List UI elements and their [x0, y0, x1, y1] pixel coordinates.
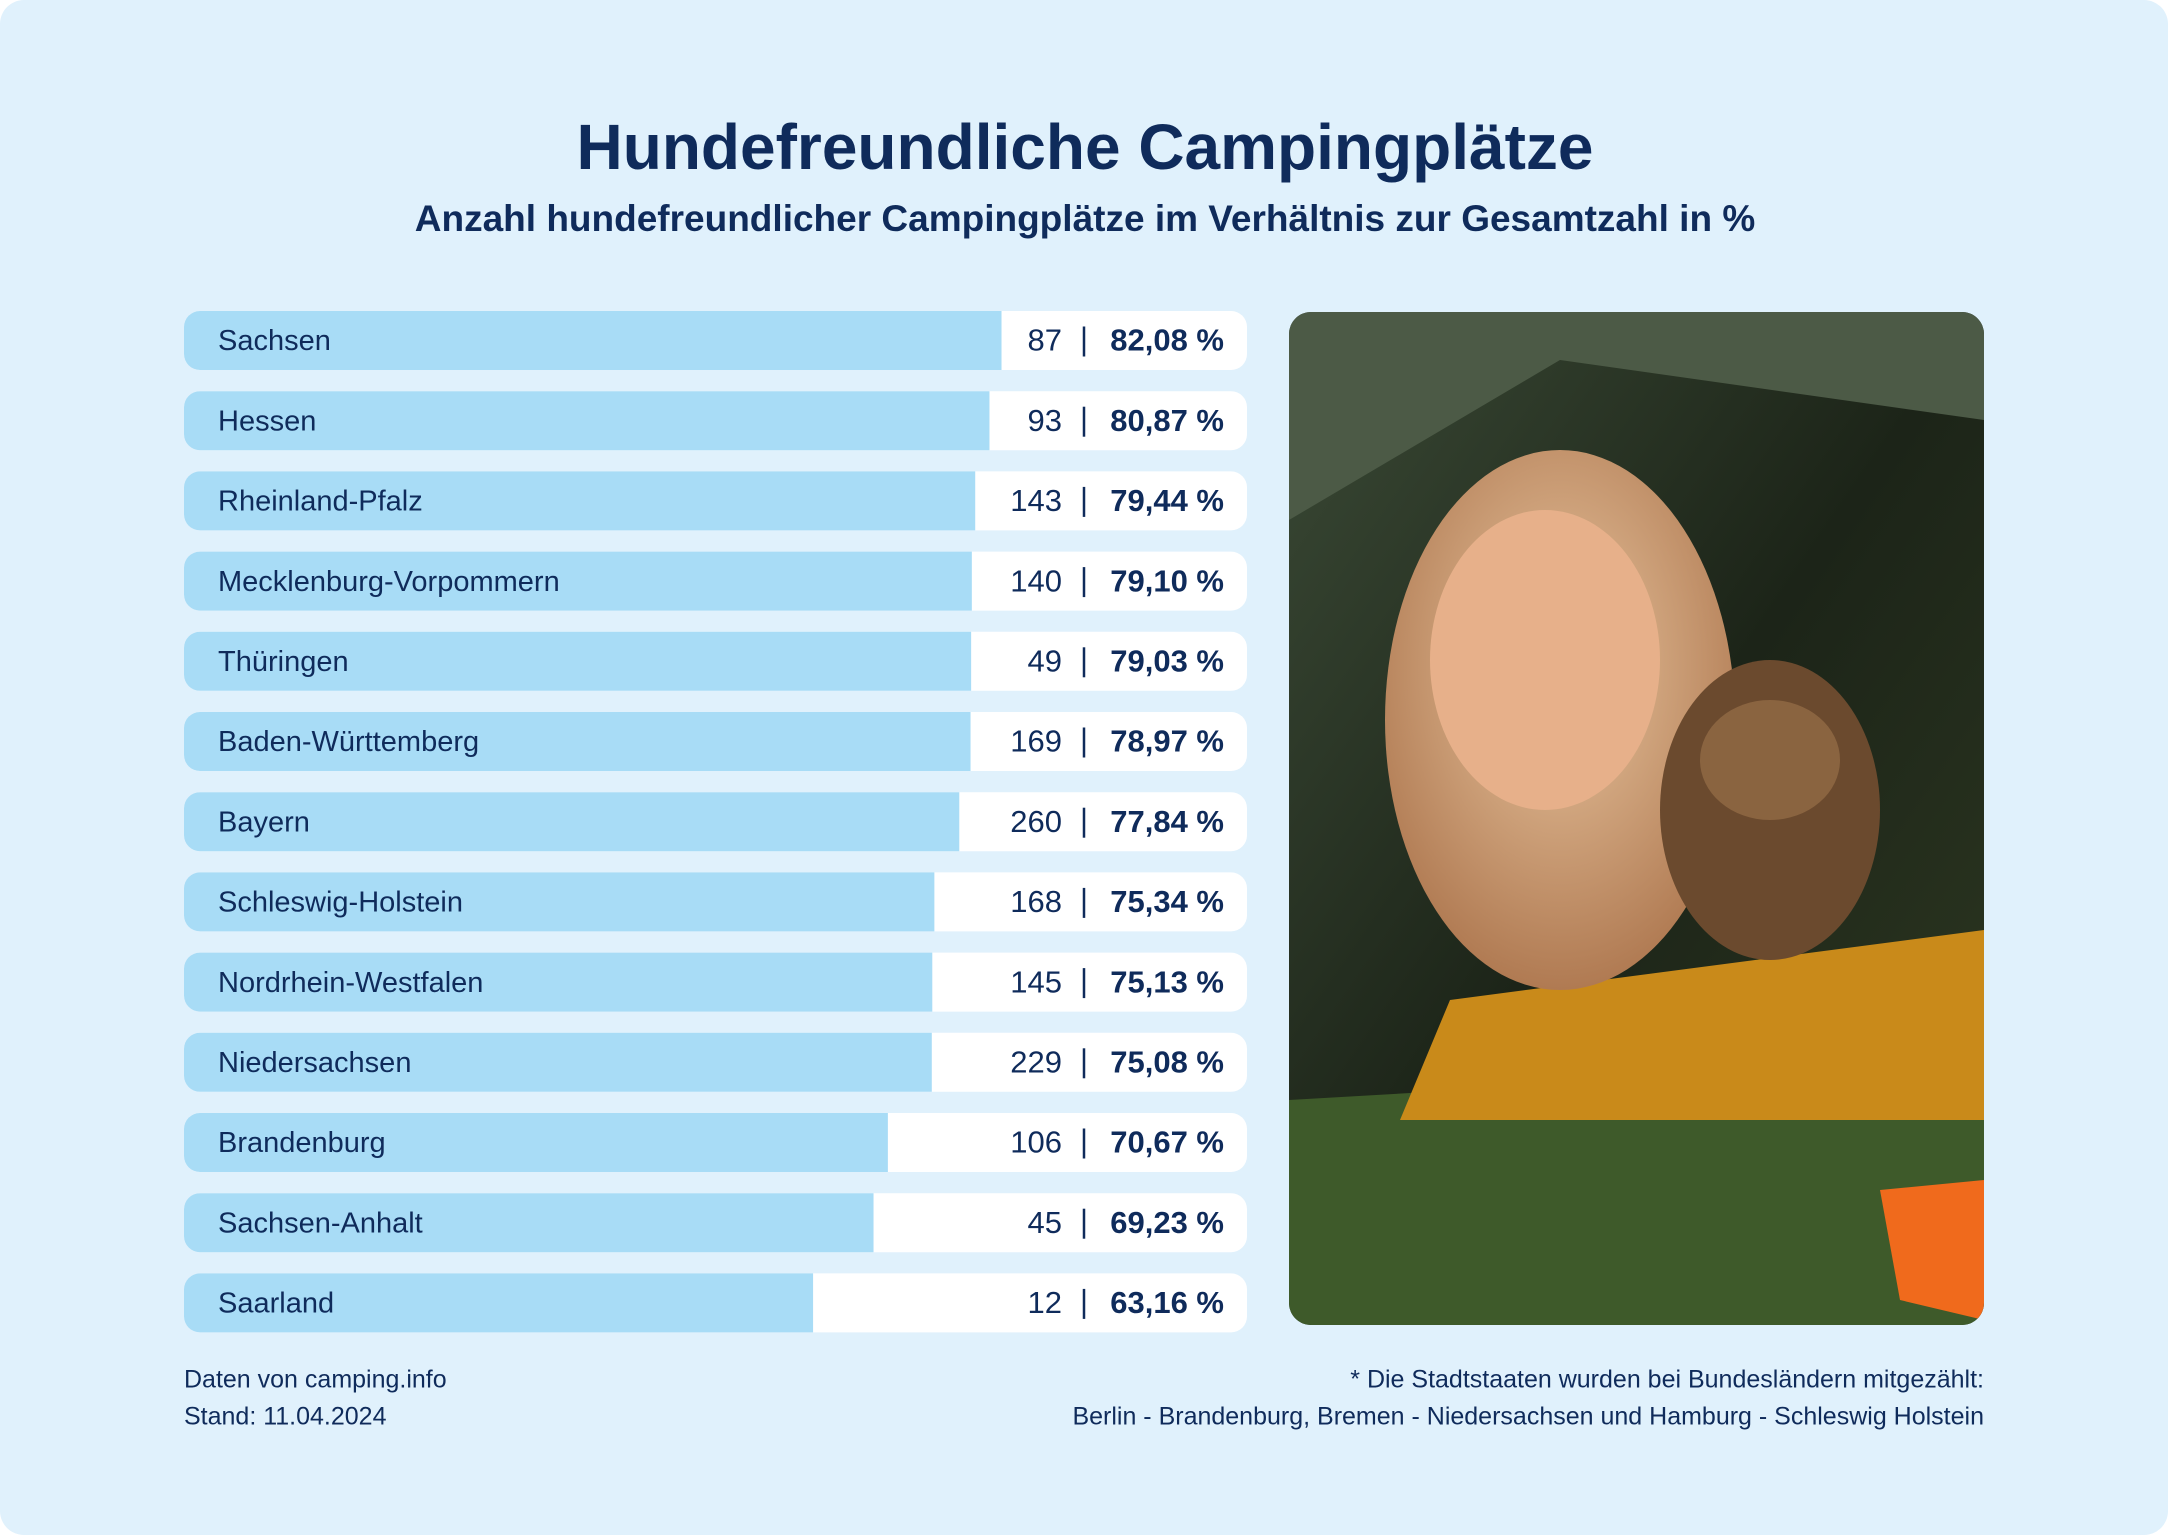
value-label: 69,23 % [1110, 1205, 1224, 1240]
footnote: Berlin - Brandenburg, Bremen - Niedersac… [1072, 1403, 1984, 1431]
bar [184, 792, 960, 852]
count-label: 45 [1028, 1205, 1062, 1240]
value-label: 82,08 % [1110, 323, 1224, 358]
category-label: Bayern [218, 806, 310, 838]
source-text: Stand: 11.04.2024 [184, 1403, 387, 1431]
category-label: Brandenburg [218, 1127, 386, 1159]
count-label: 229 [1010, 1044, 1062, 1079]
bar [184, 952, 933, 1012]
bar [184, 551, 972, 611]
category-label: Hessen [218, 405, 316, 437]
value-label: 80,87 % [1110, 403, 1224, 438]
source-text: Daten von camping.info [184, 1366, 447, 1394]
value-label: 75,13 % [1110, 964, 1224, 999]
footnote: * Die Stadtstaaten wurden bei Bundesländ… [1350, 1366, 1984, 1394]
bar [184, 872, 935, 932]
category-label: Niedersachsen [218, 1047, 411, 1079]
category-label: Saarland [218, 1288, 334, 1320]
count-label: 106 [1010, 1125, 1062, 1160]
bar [184, 1193, 874, 1253]
category-label: Thüringen [218, 646, 349, 678]
count-label: 12 [1028, 1285, 1062, 1320]
count-label: 143 [1010, 483, 1062, 518]
bar [184, 1113, 888, 1172]
bar [184, 1273, 814, 1333]
bar [184, 712, 971, 771]
bar [184, 471, 976, 531]
count-label: 169 [1010, 724, 1062, 759]
chart-title: Hundefreundliche Campingplätze [577, 111, 1594, 183]
category-label: Sachsen [218, 325, 331, 357]
count-label: 93 [1028, 403, 1062, 438]
value-label: 75,08 % [1110, 1044, 1224, 1079]
category-label: Baden-Württemberg [218, 726, 479, 758]
count-label: 260 [1010, 804, 1062, 839]
bar [184, 311, 1002, 370]
value-label: 77,84 % [1110, 804, 1224, 839]
category-label: Nordrhein-Westfalen [218, 967, 483, 999]
category-label: Schleswig-Holstein [218, 887, 463, 919]
bar [184, 1032, 932, 1092]
value-label: 79,44 % [1110, 483, 1224, 518]
category-label: Rheinland-Pfalz [218, 486, 423, 518]
value-label: 63,16 % [1110, 1285, 1224, 1320]
count-label: 140 [1010, 563, 1062, 598]
chart-subtitle: Anzahl hundefreundlicher Campingplätze i… [415, 198, 1755, 239]
photo [1289, 312, 1984, 1325]
count-label: 87 [1028, 323, 1062, 358]
bar [184, 631, 972, 691]
count-label: 168 [1010, 884, 1062, 919]
value-label: 70,67 % [1110, 1125, 1224, 1160]
count-label: 145 [1010, 964, 1062, 999]
category-label: Sachsen-Anhalt [218, 1207, 423, 1239]
category-label: Mecklenburg-Vorpommern [218, 566, 560, 598]
value-label: 78,97 % [1110, 724, 1224, 759]
value-label: 75,34 % [1110, 884, 1224, 919]
value-label: 79,10 % [1110, 563, 1224, 598]
value-label: 79,03 % [1110, 643, 1224, 678]
count-label: 49 [1028, 643, 1062, 678]
bar [184, 391, 990, 451]
